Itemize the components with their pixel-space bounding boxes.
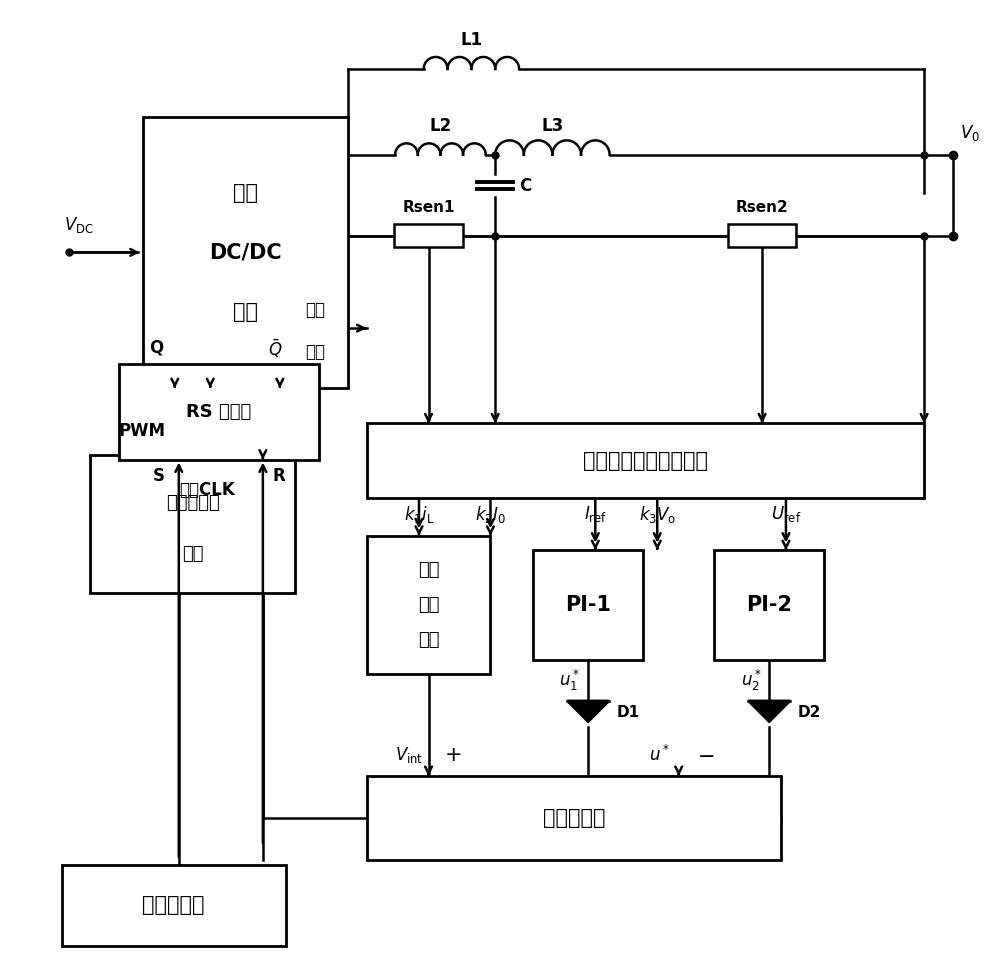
- Text: Rsen1: Rsen1: [402, 199, 455, 215]
- Polygon shape: [748, 701, 790, 721]
- Text: $U_\mathrm{ref}$: $U_\mathrm{ref}$: [771, 504, 801, 523]
- Text: 可复: 可复: [418, 562, 439, 579]
- Text: 变换: 变换: [233, 302, 258, 322]
- Text: 电路: 电路: [182, 545, 203, 564]
- Text: $k_1 i_\mathrm{L}$: $k_1 i_\mathrm{L}$: [404, 504, 434, 524]
- Text: 逻辑与驱动: 逻辑与驱动: [166, 494, 219, 513]
- Text: L3: L3: [541, 117, 564, 135]
- Text: Rsen2: Rsen2: [736, 199, 788, 215]
- Bar: [714, 550, 824, 659]
- Bar: [119, 365, 319, 459]
- Text: PI-1: PI-1: [565, 595, 611, 615]
- Text: L1: L1: [460, 31, 482, 49]
- Text: $V_\mathrm{int}$: $V_\mathrm{int}$: [395, 745, 424, 765]
- Text: PI-2: PI-2: [746, 595, 792, 615]
- Bar: [533, 550, 643, 659]
- Text: 位积: 位积: [418, 596, 439, 614]
- Bar: [394, 224, 463, 248]
- Text: C: C: [519, 177, 531, 194]
- Text: 脉冲振荡器: 脉冲振荡器: [142, 895, 205, 915]
- Text: $u^*_2$: $u^*_2$: [741, 667, 762, 692]
- Text: $-$: $-$: [697, 745, 714, 765]
- Text: 取样信号精密调理电路: 取样信号精密调理电路: [583, 451, 708, 471]
- Text: $V_\mathrm{DC}$: $V_\mathrm{DC}$: [64, 216, 94, 235]
- Text: L2: L2: [429, 117, 452, 135]
- Text: $k_3 V_\mathrm{o}$: $k_3 V_\mathrm{o}$: [639, 504, 676, 524]
- Text: $V_\mathrm{0}$: $V_\mathrm{0}$: [960, 123, 980, 143]
- Text: 精密比较器: 精密比较器: [543, 808, 605, 828]
- Text: $u^*_1$: $u^*_1$: [559, 667, 581, 692]
- Text: $k_2 I_0$: $k_2 I_0$: [475, 504, 506, 524]
- Text: D2: D2: [798, 705, 821, 719]
- Text: R: R: [272, 467, 285, 485]
- Bar: [367, 536, 490, 674]
- Text: $+$: $+$: [444, 745, 461, 765]
- Text: Q: Q: [149, 338, 163, 357]
- Polygon shape: [567, 701, 609, 721]
- Text: RS 触发器: RS 触发器: [186, 403, 251, 421]
- Text: 双向: 双向: [233, 183, 258, 203]
- Bar: [62, 864, 286, 946]
- Text: 分器: 分器: [418, 630, 439, 649]
- Text: DC/DC: DC/DC: [209, 243, 281, 262]
- Text: 复位: 复位: [305, 301, 325, 318]
- Bar: [143, 117, 348, 388]
- Text: D1: D1: [617, 705, 640, 719]
- Bar: [367, 424, 924, 498]
- Text: $u^*$: $u^*$: [649, 745, 670, 765]
- Bar: [90, 454, 295, 593]
- Text: 脉冲: 脉冲: [305, 343, 325, 362]
- Text: $\bar{Q}$: $\bar{Q}$: [268, 337, 282, 360]
- Bar: [367, 777, 781, 860]
- Text: S: S: [153, 467, 165, 485]
- Bar: [728, 224, 796, 248]
- Text: $I_\mathrm{ref}$: $I_\mathrm{ref}$: [584, 504, 607, 523]
- Text: 时钟CLK: 时钟CLK: [179, 481, 235, 499]
- Text: PWM: PWM: [118, 422, 165, 440]
